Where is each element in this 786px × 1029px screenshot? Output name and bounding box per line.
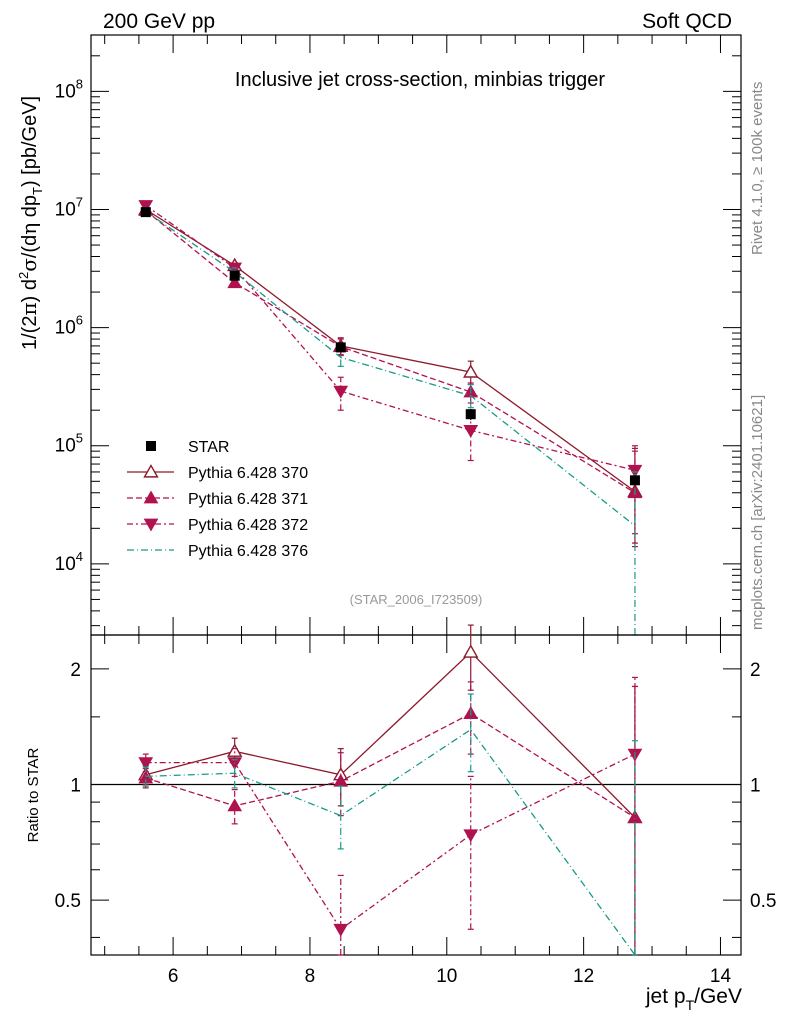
main-series-0-point (463, 364, 479, 378)
ratio-series-1-line (145, 712, 636, 819)
main-series-2-point (627, 464, 643, 478)
star-data-point (140, 207, 151, 218)
header-energy-label: 200 GeV pp (103, 10, 215, 33)
legend-label: STAR (188, 439, 229, 456)
ratio-data-marks (138, 624, 643, 956)
ratio-series-2-point (333, 923, 349, 937)
main-y-tick-label: 104 (55, 549, 83, 575)
star-data-point (465, 409, 476, 420)
ratio-y-tick-label-right: 1 (750, 776, 761, 797)
ratio-series-2-point (463, 829, 479, 843)
main-y-axis-label: 1/(2π) d2σ/(dη dpT) [pb/GeV] (16, 96, 45, 350)
star-data-point (335, 342, 346, 353)
main-series-2-line (145, 205, 636, 471)
star-data-point (229, 270, 240, 281)
main-series-1-point (227, 275, 243, 289)
ratio-series-2-point (138, 757, 154, 771)
main-data-marks (138, 200, 643, 636)
x-tick-label: 8 (305, 966, 316, 987)
x-tick-label: 10 (436, 966, 457, 987)
ratio-series-0-point (463, 644, 479, 658)
ratio-y-tick-label-right: 2 (750, 660, 761, 681)
ratio-series-0-point (226, 743, 243, 757)
x-tick-label: 14 (710, 966, 732, 987)
x-axis-label: jet pT/GeV (645, 985, 742, 1013)
main-series-2-point (463, 424, 479, 438)
source-label: mcplots.cern.ch [arXiv:2401.10621] (749, 395, 766, 630)
legend-label: Pythia 6.428 371 (188, 491, 308, 508)
x-tick-label: 6 (168, 966, 179, 987)
main-y-tick-label: 105 (55, 431, 83, 457)
main-series-2-point (227, 262, 243, 276)
x-tick-label: 12 (573, 966, 594, 987)
main-y-tick-label: 108 (55, 76, 83, 102)
main-axes: 104 105 106 107 108 (55, 34, 741, 635)
ratio-y-tick-label-left: 2 (70, 660, 81, 681)
legend: STAR Pythia 6.428 370 Pythia 6.428 371 Pyth… (127, 439, 308, 560)
ratio-y-tick-label-left: 0.5 (55, 891, 81, 912)
legend-marker (146, 441, 156, 451)
header-category-label: Soft QCD (642, 10, 732, 33)
legend-label: Pythia 6.428 370 (188, 465, 308, 482)
ratio-series-0-line (145, 651, 636, 819)
main-plot-title: Inclusive jet cross-section, minbias tri… (235, 69, 605, 91)
ratio-series-1-point (227, 798, 243, 812)
legend-marker (143, 518, 159, 532)
svg-text:jet pT/GeV: jet pT/GeV (645, 985, 742, 1013)
ratio-y-axis-label: Ratio to STAR (25, 747, 42, 842)
legend-marker (143, 490, 159, 504)
ratio-series-2-line (145, 753, 636, 931)
legend-marker (143, 464, 159, 478)
main-y-tick-label: 107 (55, 194, 83, 220)
main-series-2-point (333, 385, 349, 399)
rivet-version-label: Rivet 4.1.0, ≥ 100k events (749, 82, 766, 255)
legend-label: Pythia 6.428 372 (188, 517, 308, 534)
svg-text:1/(2π) d2σ/(dη dpT) [pb/GeV]: 1/(2π) d2σ/(dη dpT) [pb/GeV] (16, 96, 45, 350)
star-data-point (629, 475, 640, 486)
analysis-tag: (STAR_2006_I723509) (350, 592, 483, 607)
ratio-plot-frame (90, 634, 742, 956)
ratio-axes: 6 8 10 12 140.5 0.51 12 2 (55, 635, 776, 987)
main-series-3-line (145, 211, 636, 527)
legend-label: Pythia 6.428 376 (188, 543, 308, 560)
ratio-y-tick-label-right: 0.5 (750, 891, 776, 912)
main-y-tick-label: 106 (55, 313, 83, 339)
ratio-series-3-line (145, 728, 636, 956)
ratio-y-tick-label-left: 1 (70, 776, 81, 797)
main-series-2-point (138, 200, 154, 214)
